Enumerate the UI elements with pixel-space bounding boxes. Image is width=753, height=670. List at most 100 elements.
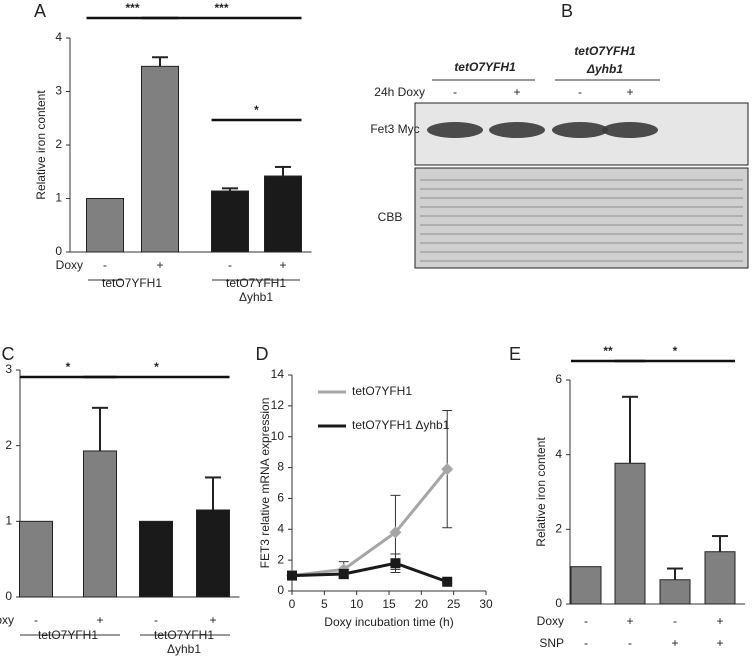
band [489, 122, 545, 138]
significance-stars: *** [214, 1, 228, 15]
bar [659, 579, 691, 605]
significance-stars: * [673, 344, 678, 358]
bar [614, 462, 646, 605]
bar [141, 65, 179, 253]
x-tick-label: + [156, 258, 163, 272]
significance-stars: * [154, 360, 159, 374]
x-tick-label: 20 [415, 597, 429, 611]
y-tick-label: 12 [271, 398, 285, 412]
row-label: Doxy [56, 258, 83, 272]
group-label: tetO7YFH1 [154, 628, 214, 642]
row-label: Doxy [537, 614, 564, 628]
x-tick-label: - [34, 613, 38, 627]
bar [264, 175, 302, 253]
panel-label: E [509, 344, 521, 364]
row-label: Doxy [0, 613, 14, 627]
marker [287, 570, 297, 581]
y-axis-label: Relative iron content [34, 90, 48, 200]
x-tick-label: + [209, 613, 216, 627]
treatment-label: 24h Doxy [374, 85, 425, 99]
strain-label: tetO7YFH1 [574, 44, 636, 58]
significance-stars: *** [125, 1, 139, 15]
y-tick-label: 0 [277, 583, 284, 597]
y-tick-label: 1 [55, 191, 62, 205]
error-bar [622, 395, 638, 464]
y-tick-label: 6 [277, 491, 284, 505]
group-label: tetO7YFH1 [38, 628, 98, 642]
x-tick-label: - [228, 258, 232, 272]
lane-label: + [626, 85, 633, 99]
x-tick-label: 0 [289, 597, 296, 611]
group-label: tetO7YFH1 [102, 276, 162, 290]
bar [211, 190, 249, 253]
bar [86, 198, 124, 253]
group-label: Δyhb1 [167, 642, 201, 656]
y-tick-label: 0 [55, 244, 62, 258]
bar [196, 509, 230, 598]
significance-stars: ** [603, 344, 613, 358]
group-label: Δyhb1 [239, 290, 273, 304]
group-label: tetO7YFH1 [226, 276, 286, 290]
y-tick-label: 6 [555, 372, 562, 386]
y-tick-label: 4 [55, 30, 62, 44]
bar [570, 566, 602, 605]
y-axis-label: FET3 relative mRNA expression [258, 398, 272, 569]
y-tick-label: 3 [55, 84, 62, 98]
row-label: CBB [378, 210, 403, 224]
y-tick-label: 4 [555, 447, 562, 461]
significance-stars: * [254, 103, 259, 117]
y-tick-label: 14 [271, 367, 285, 381]
y-tick-label: 4 [277, 521, 284, 535]
x-tick-label: 30 [479, 597, 493, 611]
legend-label: tetO7YFH1 Δyhb1 [352, 418, 450, 432]
x-tick-label: - [154, 613, 158, 627]
lane-label: - [453, 85, 457, 99]
x-tick-label: 10 [350, 597, 364, 611]
lane-label: + [513, 85, 520, 99]
x-axis-label: Doxy incubation time (h) [324, 615, 453, 629]
x-tick-label: + [716, 614, 723, 628]
band [552, 122, 608, 138]
y-tick-label: 10 [271, 429, 285, 443]
y-tick-label: 2 [277, 552, 284, 566]
significance-stars: * [66, 360, 71, 374]
y-tick-label: 3 [5, 362, 12, 376]
band [602, 122, 658, 138]
error-bar [667, 567, 683, 580]
marker [441, 463, 454, 476]
x-tick-label: - [584, 614, 588, 628]
error-bar [712, 535, 728, 552]
x-tick-label: + [716, 636, 723, 650]
y-tick-label: 0 [555, 596, 562, 610]
y-tick-label: 0 [5, 589, 12, 603]
marker [390, 558, 401, 569]
x-tick-label: + [96, 613, 103, 627]
x-tick-label: - [628, 636, 632, 650]
x-tick-label: - [584, 636, 588, 650]
y-axis-label: Relative iron content [534, 437, 548, 547]
error-bar [92, 406, 108, 451]
error-bar [275, 165, 291, 177]
bar [139, 520, 173, 598]
x-tick-label: 15 [382, 597, 396, 611]
x-tick-label: + [671, 636, 678, 650]
y-tick-label: 8 [277, 460, 284, 474]
x-tick-label: + [279, 258, 286, 272]
bar [83, 450, 117, 598]
panel-label: A [34, 1, 46, 21]
bar [19, 520, 53, 598]
y-tick-label: 2 [555, 522, 562, 536]
marker [338, 569, 349, 580]
y-tick-label: 1 [5, 514, 12, 528]
y-tick-label: 2 [5, 438, 12, 452]
strain-label: Δyhb1 [586, 62, 623, 76]
x-tick-label: 25 [447, 597, 461, 611]
panel-label: D [256, 344, 269, 364]
y-tick-label: 2 [55, 137, 62, 151]
error-bar [152, 56, 168, 67]
series-line [291, 468, 449, 578]
row-label: SNP [539, 636, 564, 650]
bar [704, 551, 736, 605]
panel-label: C [2, 344, 15, 364]
